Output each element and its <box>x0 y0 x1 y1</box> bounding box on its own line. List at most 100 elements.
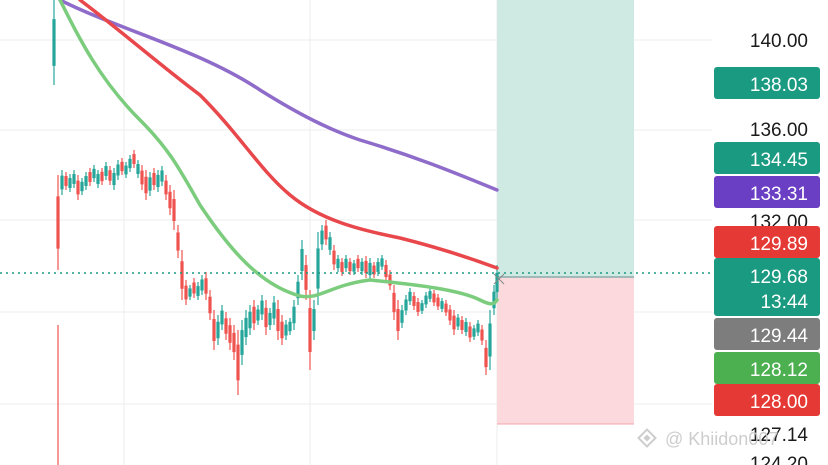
candle-body <box>432 293 436 303</box>
candle-body <box>132 154 136 164</box>
candle-body <box>344 258 348 269</box>
candle-body <box>400 310 404 323</box>
ma-mid-line <box>78 0 499 270</box>
candle-body <box>212 319 216 341</box>
candle-body <box>228 325 232 343</box>
candle-body <box>472 328 476 337</box>
stop-loss-zone[interactable] <box>497 277 634 424</box>
candle-body <box>476 323 480 333</box>
candle-body <box>284 324 288 336</box>
candle-body <box>64 176 68 186</box>
candle-body <box>264 307 268 328</box>
candle-body <box>104 166 108 176</box>
candle-body <box>112 172 116 186</box>
candle-body <box>336 258 340 269</box>
candle-body <box>148 177 152 191</box>
axis-label-124: 124.20 <box>750 454 808 465</box>
candle-body <box>68 178 72 188</box>
candle-body <box>420 303 424 311</box>
price-axis[interactable]: 140.00 136.00 132.00 127.14 124.20 <box>750 31 809 465</box>
candle-body <box>80 181 84 192</box>
price-tag-ma-slow[interactable]: 133.31 <box>714 176 820 208</box>
candle-body <box>56 196 60 249</box>
candle-body <box>160 170 164 182</box>
candle-body <box>412 296 416 306</box>
candle-body <box>408 291 412 302</box>
candle-body <box>204 278 208 294</box>
candle-body <box>164 180 168 195</box>
candle-body <box>92 168 96 179</box>
candle-body <box>188 288 192 297</box>
candle-body <box>196 286 200 296</box>
candle-body <box>368 262 372 276</box>
candle-body <box>180 261 184 289</box>
candle-body <box>312 309 316 331</box>
candle-body <box>396 309 400 331</box>
price-tag-label: 128.00 <box>750 392 808 413</box>
candle-body <box>392 292 396 313</box>
bar-countdown: 13:44 <box>760 292 808 313</box>
candle-body <box>360 261 364 272</box>
candle-body <box>128 158 132 169</box>
candle-body <box>356 258 360 269</box>
binance-logo-icon <box>637 428 657 448</box>
candle-body <box>424 295 428 305</box>
candle-body <box>172 199 176 221</box>
candle-body <box>372 265 376 275</box>
candle-body <box>276 309 280 331</box>
candle-body <box>120 161 124 172</box>
candle-body <box>140 170 144 185</box>
candle-body <box>136 164 140 174</box>
candle-body <box>76 180 80 195</box>
candle-body <box>324 225 328 240</box>
candle-body <box>252 306 256 324</box>
axis-label-127: 127.14 <box>750 425 809 446</box>
price-tag-label: 129.44 <box>750 326 809 347</box>
candle-body <box>232 332 236 353</box>
candle-body <box>376 262 380 272</box>
candle-body <box>100 171 104 182</box>
candle-body <box>316 248 320 289</box>
candle-body <box>60 175 64 190</box>
candle-body <box>340 262 344 272</box>
candle-body <box>456 317 460 327</box>
price-tag-stop-loss[interactable]: 128.00 <box>714 384 820 416</box>
candle-body <box>488 323 492 357</box>
crosshair-cursor-icon <box>493 273 505 285</box>
candle-body <box>292 306 296 324</box>
price-tag-label: 128.12 <box>750 360 808 381</box>
candle-body <box>268 312 272 326</box>
grid <box>0 0 712 465</box>
price-tag-entry[interactable]: 129.44 <box>714 318 820 350</box>
candle-body <box>452 315 456 330</box>
candle-body <box>280 321 284 339</box>
price-tag-take-profit[interactable]: 138.03 <box>714 67 820 99</box>
candle-body <box>240 330 244 355</box>
candle-body <box>144 176 148 194</box>
ma-slow-line <box>58 0 499 192</box>
take-profit-zone[interactable] <box>497 0 634 277</box>
candle-body <box>224 318 228 334</box>
candle-body <box>492 291 496 309</box>
candle-body <box>444 303 448 313</box>
price-tag-ma-fast[interactable]: 128.12 <box>714 352 820 384</box>
watermark-text: @ Khiidon007 <box>665 429 778 449</box>
price-tag-last-price[interactable]: 129.68 13:44 <box>714 258 820 316</box>
candle-body <box>236 344 240 381</box>
price-tag-label: 133.31 <box>750 184 808 205</box>
candle-body <box>220 310 224 325</box>
axis-label-136: 136.00 <box>750 120 808 141</box>
candle-body <box>176 232 180 251</box>
candle-body <box>152 172 156 186</box>
candle-body <box>52 19 56 66</box>
candle-body <box>428 291 432 299</box>
candle-body <box>208 296 212 314</box>
candle-body <box>384 264 388 278</box>
candle-body <box>156 174 160 188</box>
candle-body <box>495 272 499 293</box>
price-tag-ma-mid[interactable]: 129.89 <box>714 226 820 258</box>
candle-body <box>88 172 92 182</box>
price-tag-high[interactable]: 134.45 <box>714 142 820 174</box>
candle-body <box>308 308 312 352</box>
